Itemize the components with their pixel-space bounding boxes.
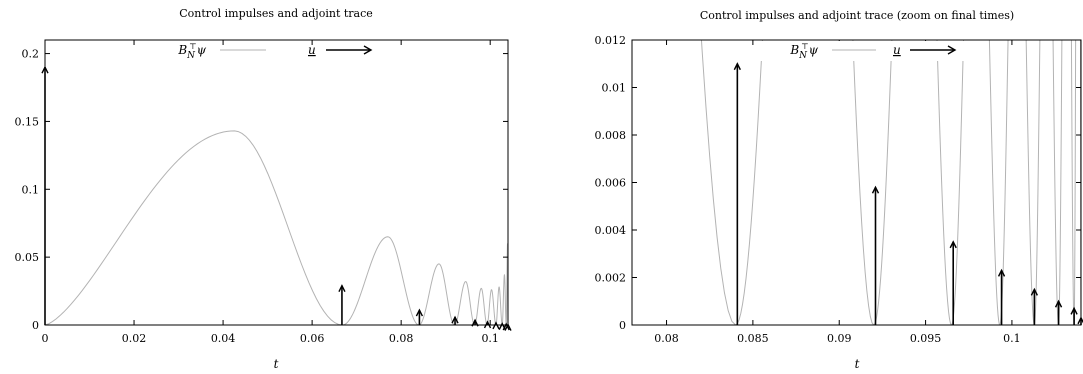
y-tick-label: 0.05 bbox=[15, 251, 40, 264]
x-axis-ticks: 0 0.02 0.04 0.06 0.08 0.1 bbox=[42, 40, 499, 345]
legend-label-adjoint: BN⊤ψ bbox=[177, 42, 206, 61]
x-tick-label: 0.02 bbox=[122, 332, 147, 345]
legend: BN⊤ψ u bbox=[760, 41, 980, 61]
impulse-arrowhead bbox=[1054, 299, 1063, 308]
impulse-arrowhead bbox=[949, 240, 957, 249]
legend-psi: ψ bbox=[197, 43, 207, 57]
x-tick-label: 0.08 bbox=[654, 332, 679, 345]
y-tick-label: 0.15 bbox=[15, 115, 40, 128]
legend-label-control: u bbox=[308, 43, 316, 57]
x-tick-label: 0.06 bbox=[300, 332, 325, 345]
legend-arrowhead bbox=[947, 45, 957, 55]
adjoint-trace-line bbox=[700, 40, 1081, 325]
y-tick-label: 0 bbox=[32, 319, 39, 332]
adjoint-trace-curve bbox=[700, 40, 1081, 325]
chart-title: Control impulses and adjoint trace (zoom… bbox=[700, 9, 1014, 22]
legend-background bbox=[760, 41, 980, 61]
impulse-arrowhead bbox=[871, 185, 880, 194]
x-tick-label: 0.085 bbox=[737, 332, 769, 345]
adjoint-trace-line bbox=[45, 130, 508, 325]
x-tick-label: 0.095 bbox=[910, 332, 942, 345]
plot-frame bbox=[44, 39, 509, 326]
impulse-arrowhead bbox=[451, 315, 459, 324]
impulse-arrowhead bbox=[733, 62, 741, 71]
impulse-arrowhead bbox=[415, 308, 424, 317]
impulse-arrowhead bbox=[997, 268, 1006, 277]
x-tick-label: 0.08 bbox=[389, 332, 414, 345]
legend-superscript: ⊤ bbox=[801, 42, 809, 51]
y-tick-label: 0.004 bbox=[595, 224, 627, 237]
impulse-arrowhead bbox=[471, 318, 479, 327]
y-tick-label: 0.002 bbox=[595, 272, 627, 285]
impulse-arrowhead bbox=[338, 284, 346, 292]
y-tick-label: 0.1 bbox=[22, 183, 40, 196]
legend-subscript: N bbox=[798, 51, 808, 61]
x-axis-label: t bbox=[855, 357, 860, 371]
impulse-arrowhead bbox=[492, 321, 500, 330]
x-axis-label: t bbox=[274, 357, 279, 371]
legend: BN⊤ψ u bbox=[177, 42, 373, 61]
impulse-arrowhead bbox=[1030, 287, 1038, 296]
x-tick-label: 0.04 bbox=[211, 332, 236, 345]
x-tick-label: 0 bbox=[42, 332, 49, 345]
x-tick-label: 0.1 bbox=[1003, 332, 1021, 345]
x-tick-label: 0.1 bbox=[481, 332, 499, 345]
legend-psi: ψ bbox=[809, 43, 819, 57]
y-tick-label: 0.008 bbox=[595, 129, 627, 142]
legend-arrowhead bbox=[363, 45, 373, 55]
y-tick-label: 0 bbox=[619, 319, 626, 332]
plot-frame bbox=[631, 39, 1082, 326]
impulse-arrowhead bbox=[502, 322, 510, 331]
y-tick-label: 0.012 bbox=[595, 34, 627, 47]
legend-label-control: u bbox=[893, 43, 901, 57]
impulse-arrowhead bbox=[483, 320, 492, 329]
y-tick-label: 0.2 bbox=[22, 48, 40, 61]
impulse-arrowhead bbox=[1070, 306, 1078, 315]
legend-superscript: ⊤ bbox=[189, 42, 197, 51]
x-tick-label: 0.09 bbox=[827, 332, 852, 345]
y-tick-label: 0.006 bbox=[595, 177, 627, 190]
x-axis-ticks: 0.08 0.085 0.09 0.095 0.1 bbox=[654, 40, 1021, 345]
y-axis-ticks: 0 0.05 0.1 0.15 0.2 bbox=[15, 48, 508, 332]
y-tick-label: 0.01 bbox=[602, 82, 627, 95]
adjoint-trace-curve bbox=[45, 130, 508, 325]
chart-full-range: Control impulses and adjoint trace 0 0.02… bbox=[15, 7, 512, 371]
chart-zoom-final-times: Control impulses and adjoint trace (zoom… bbox=[595, 9, 1083, 371]
legend-subscript: N bbox=[186, 51, 196, 61]
y-axis-ticks: 0 0.002 0.004 0.006 0.008 0.01 0.012 bbox=[595, 34, 1081, 332]
control-impulses bbox=[41, 65, 512, 331]
legend-label-adjoint: BN⊤ψ bbox=[789, 42, 818, 61]
control-impulses bbox=[733, 62, 1083, 325]
chart-title: Control impulses and adjoint trace bbox=[179, 7, 373, 20]
